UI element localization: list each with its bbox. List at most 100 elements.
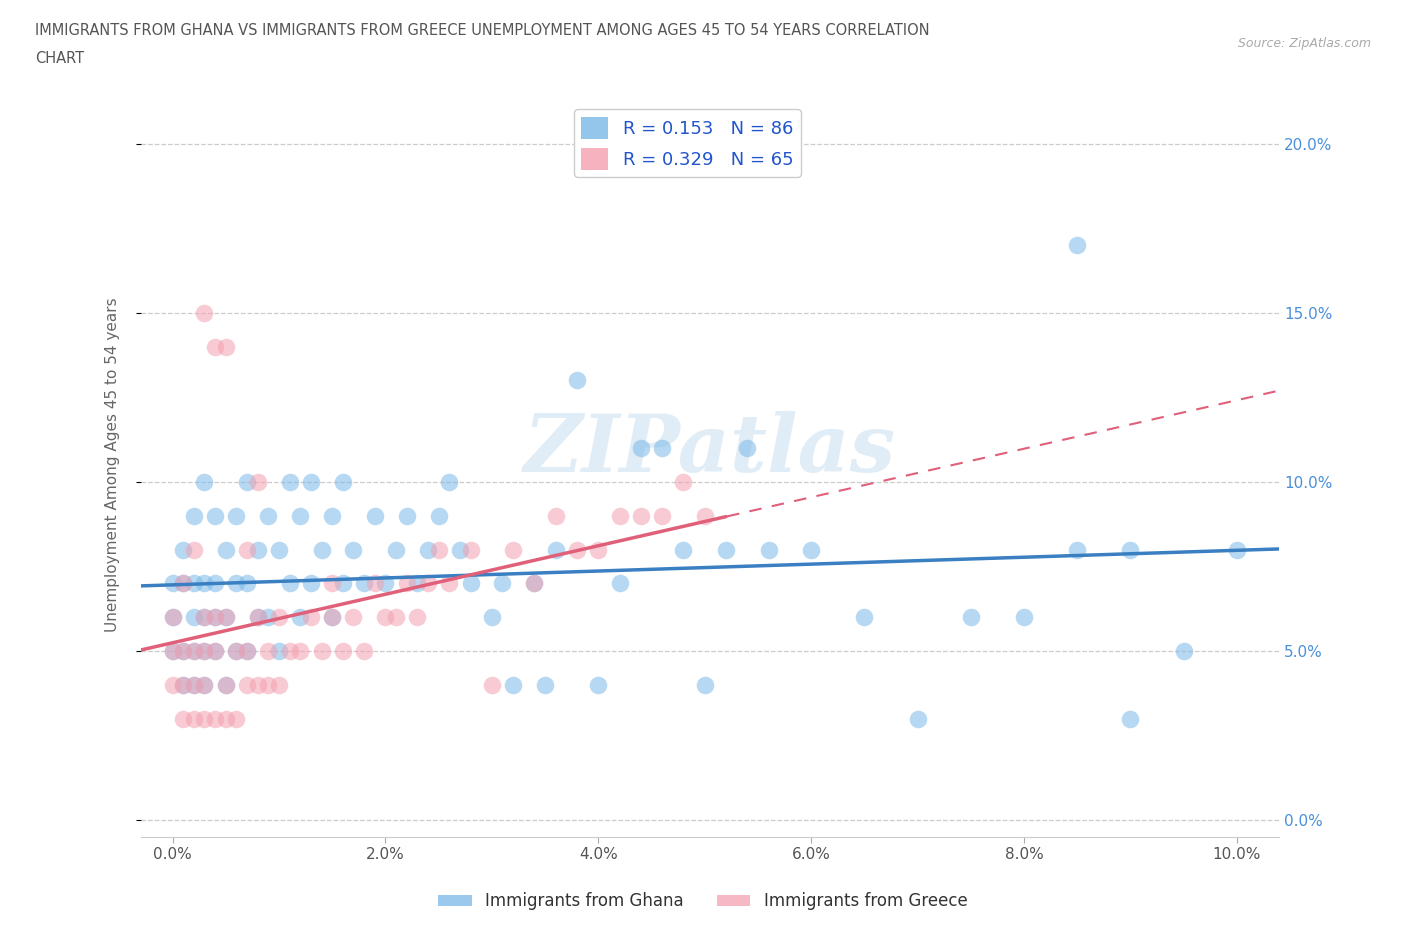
Point: [267, 542, 290, 557]
Point: [332, 576, 354, 591]
Point: [364, 509, 387, 524]
Point: [523, 576, 546, 591]
Point: [225, 711, 247, 726]
Point: [395, 509, 418, 524]
Point: [502, 542, 524, 557]
Point: [183, 509, 205, 524]
Point: [193, 644, 215, 658]
Point: [449, 542, 471, 557]
Point: [374, 610, 396, 625]
Point: [534, 677, 557, 692]
Point: [651, 509, 673, 524]
Point: [193, 610, 215, 625]
Point: [800, 542, 823, 557]
Point: [959, 610, 981, 625]
Point: [481, 610, 503, 625]
Point: [172, 542, 194, 557]
Point: [225, 644, 247, 658]
Point: [299, 474, 322, 489]
Point: [246, 610, 269, 625]
Point: [416, 576, 439, 591]
Point: [353, 644, 375, 658]
Point: [853, 610, 876, 625]
Point: [193, 677, 215, 692]
Point: [427, 542, 450, 557]
Point: [374, 576, 396, 591]
Point: [246, 474, 269, 489]
Point: [693, 509, 716, 524]
Point: [183, 677, 205, 692]
Legend: Immigrants from Ghana, Immigrants from Greece: Immigrants from Ghana, Immigrants from G…: [432, 885, 974, 917]
Point: [1012, 610, 1035, 625]
Point: [193, 644, 215, 658]
Point: [651, 441, 673, 456]
Point: [193, 576, 215, 591]
Point: [321, 610, 343, 625]
Point: [225, 644, 247, 658]
Point: [544, 509, 567, 524]
Point: [439, 474, 461, 489]
Point: [565, 373, 588, 388]
Point: [342, 610, 364, 625]
Point: [215, 339, 238, 354]
Point: [204, 644, 226, 658]
Point: [278, 474, 301, 489]
Point: [332, 474, 354, 489]
Point: [278, 576, 301, 591]
Point: [215, 610, 238, 625]
Point: [193, 711, 215, 726]
Point: [299, 576, 322, 591]
Point: [162, 576, 184, 591]
Text: CHART: CHART: [35, 51, 84, 66]
Point: [236, 677, 259, 692]
Point: [364, 576, 387, 591]
Point: [183, 677, 205, 692]
Point: [193, 610, 215, 625]
Point: [246, 610, 269, 625]
Point: [416, 542, 439, 557]
Text: ZIPatlas: ZIPatlas: [524, 411, 896, 489]
Point: [290, 610, 312, 625]
Point: [290, 509, 312, 524]
Point: [609, 509, 631, 524]
Point: [1226, 542, 1249, 557]
Point: [236, 474, 259, 489]
Point: [321, 610, 343, 625]
Point: [299, 610, 322, 625]
Point: [162, 610, 184, 625]
Point: [257, 509, 280, 524]
Point: [321, 576, 343, 591]
Point: [267, 610, 290, 625]
Point: [267, 644, 290, 658]
Text: Source: ZipAtlas.com: Source: ZipAtlas.com: [1237, 37, 1371, 50]
Point: [439, 576, 461, 591]
Point: [183, 610, 205, 625]
Point: [672, 474, 695, 489]
Point: [162, 610, 184, 625]
Point: [204, 610, 226, 625]
Point: [236, 542, 259, 557]
Point: [1119, 711, 1142, 726]
Point: [1066, 542, 1088, 557]
Point: [672, 542, 695, 557]
Point: [406, 610, 429, 625]
Point: [172, 677, 194, 692]
Point: [183, 576, 205, 591]
Point: [257, 644, 280, 658]
Point: [236, 644, 259, 658]
Point: [588, 542, 610, 557]
Point: [693, 677, 716, 692]
Point: [183, 644, 205, 658]
Point: [427, 509, 450, 524]
Point: [1173, 644, 1195, 658]
Point: [236, 644, 259, 658]
Point: [162, 644, 184, 658]
Text: IMMIGRANTS FROM GHANA VS IMMIGRANTS FROM GREECE UNEMPLOYMENT AMONG AGES 45 TO 54: IMMIGRANTS FROM GHANA VS IMMIGRANTS FROM…: [35, 23, 929, 38]
Point: [246, 542, 269, 557]
Point: [502, 677, 524, 692]
Point: [321, 509, 343, 524]
Point: [193, 305, 215, 320]
Point: [204, 711, 226, 726]
Point: [172, 576, 194, 591]
Point: [342, 542, 364, 557]
